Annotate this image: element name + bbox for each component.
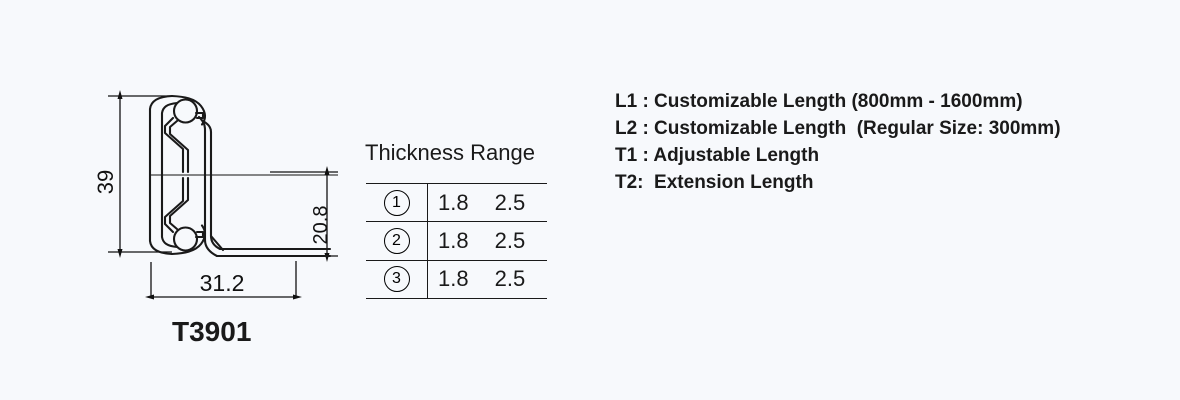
- svg-text:20.8: 20.8: [310, 206, 332, 245]
- svg-text:39: 39: [93, 170, 118, 194]
- svg-text:31.2: 31.2: [200, 270, 245, 296]
